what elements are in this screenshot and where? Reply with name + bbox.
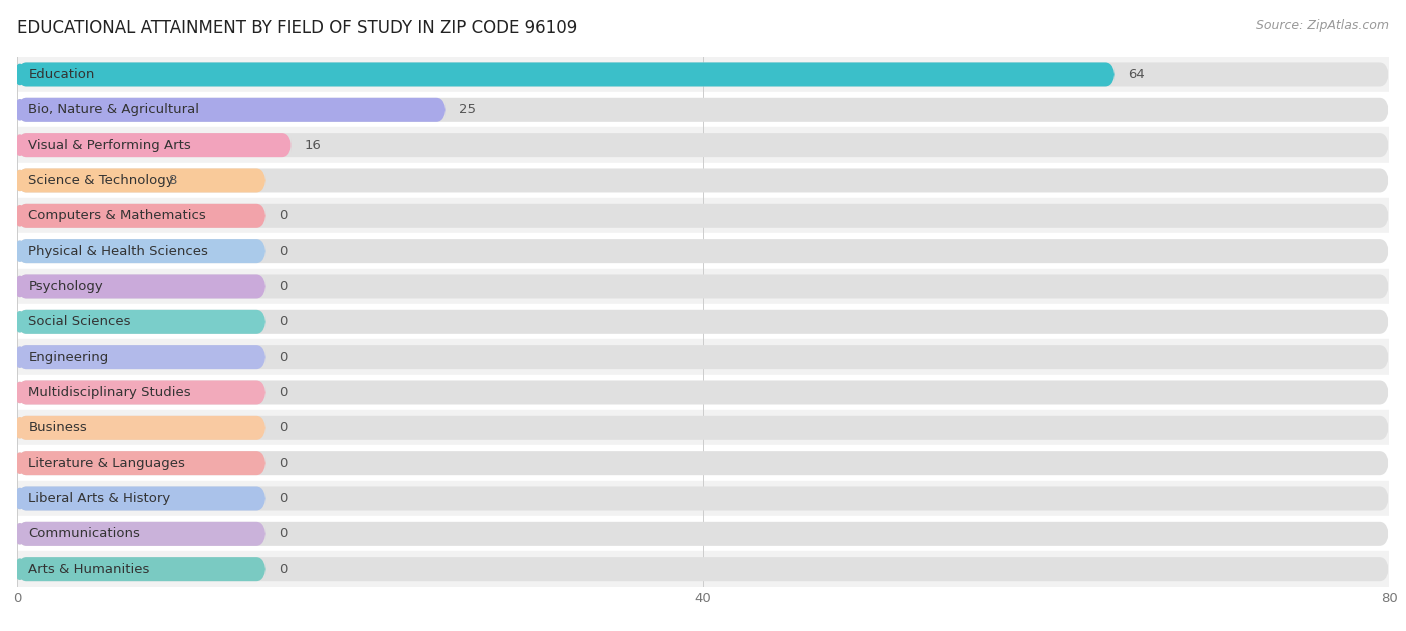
FancyBboxPatch shape (17, 274, 1389, 298)
Bar (17, 127, 1389, 163)
Text: Bio, Nature & Agricultural: Bio, Nature & Agricultural (28, 103, 200, 116)
Bar (17, 269, 1389, 304)
FancyBboxPatch shape (17, 416, 266, 440)
Text: 0: 0 (280, 386, 288, 399)
FancyBboxPatch shape (17, 98, 1389, 122)
Bar (17, 410, 1389, 445)
FancyBboxPatch shape (17, 133, 1389, 157)
Circle shape (15, 170, 25, 191)
Circle shape (15, 524, 25, 544)
Text: 0: 0 (280, 316, 288, 328)
Text: Engineering: Engineering (28, 351, 108, 363)
Circle shape (15, 241, 25, 261)
FancyBboxPatch shape (17, 62, 1389, 86)
Circle shape (15, 382, 25, 403)
Text: Science & Technology: Science & Technology (28, 174, 174, 187)
FancyBboxPatch shape (17, 522, 1389, 546)
Text: Business: Business (28, 422, 87, 434)
Bar (17, 304, 1389, 339)
Text: Communications: Communications (28, 528, 141, 540)
Text: Source: ZipAtlas.com: Source: ZipAtlas.com (1256, 19, 1389, 32)
Text: 0: 0 (280, 209, 288, 222)
Circle shape (15, 559, 25, 579)
FancyBboxPatch shape (17, 168, 1389, 192)
Circle shape (15, 100, 25, 120)
Text: 64: 64 (1129, 68, 1144, 81)
Bar (17, 92, 1389, 127)
Text: 0: 0 (280, 563, 288, 575)
Text: Psychology: Psychology (28, 280, 103, 293)
Bar (17, 233, 1389, 269)
Text: Arts & Humanities: Arts & Humanities (28, 563, 150, 575)
FancyBboxPatch shape (17, 239, 266, 263)
Bar (17, 57, 1389, 92)
Text: 16: 16 (305, 139, 322, 151)
FancyBboxPatch shape (17, 310, 266, 334)
Text: 0: 0 (280, 351, 288, 363)
FancyBboxPatch shape (17, 451, 1389, 475)
FancyBboxPatch shape (17, 239, 1389, 263)
Bar (17, 375, 1389, 410)
Text: EDUCATIONAL ATTAINMENT BY FIELD OF STUDY IN ZIP CODE 96109: EDUCATIONAL ATTAINMENT BY FIELD OF STUDY… (17, 19, 576, 37)
Text: Liberal Arts & History: Liberal Arts & History (28, 492, 170, 505)
FancyBboxPatch shape (17, 345, 1389, 369)
Circle shape (15, 488, 25, 509)
FancyBboxPatch shape (17, 204, 266, 228)
Bar (17, 445, 1389, 481)
FancyBboxPatch shape (17, 204, 1389, 228)
Bar (17, 481, 1389, 516)
Text: Education: Education (28, 68, 94, 81)
Text: 8: 8 (167, 174, 176, 187)
Circle shape (15, 276, 25, 297)
FancyBboxPatch shape (17, 487, 1389, 510)
Circle shape (15, 135, 25, 155)
Text: 0: 0 (280, 280, 288, 293)
FancyBboxPatch shape (17, 133, 291, 157)
FancyBboxPatch shape (17, 380, 1389, 404)
Text: Computers & Mathematics: Computers & Mathematics (28, 209, 207, 222)
FancyBboxPatch shape (17, 380, 266, 404)
Circle shape (15, 312, 25, 332)
FancyBboxPatch shape (17, 487, 266, 510)
FancyBboxPatch shape (17, 451, 266, 475)
Text: 25: 25 (460, 103, 477, 116)
Circle shape (15, 64, 25, 85)
Text: Physical & Health Sciences: Physical & Health Sciences (28, 245, 208, 257)
Bar (17, 163, 1389, 198)
Bar (17, 198, 1389, 233)
FancyBboxPatch shape (17, 522, 266, 546)
Circle shape (15, 206, 25, 226)
FancyBboxPatch shape (17, 345, 266, 369)
FancyBboxPatch shape (17, 62, 1115, 86)
Text: Visual & Performing Arts: Visual & Performing Arts (28, 139, 191, 151)
Bar (17, 339, 1389, 375)
Text: Literature & Languages: Literature & Languages (28, 457, 186, 469)
Circle shape (15, 347, 25, 367)
Text: 0: 0 (280, 528, 288, 540)
Bar (17, 516, 1389, 551)
FancyBboxPatch shape (17, 310, 1389, 334)
FancyBboxPatch shape (17, 416, 1389, 440)
Text: 0: 0 (280, 492, 288, 505)
Circle shape (15, 418, 25, 438)
Text: Multidisciplinary Studies: Multidisciplinary Studies (28, 386, 191, 399)
Bar (17, 551, 1389, 587)
Text: 0: 0 (280, 245, 288, 257)
Text: 0: 0 (280, 457, 288, 469)
FancyBboxPatch shape (17, 168, 266, 192)
FancyBboxPatch shape (17, 557, 266, 581)
Circle shape (15, 453, 25, 473)
Text: 0: 0 (280, 422, 288, 434)
FancyBboxPatch shape (17, 98, 446, 122)
FancyBboxPatch shape (17, 274, 266, 298)
FancyBboxPatch shape (17, 557, 1389, 581)
Text: Social Sciences: Social Sciences (28, 316, 131, 328)
